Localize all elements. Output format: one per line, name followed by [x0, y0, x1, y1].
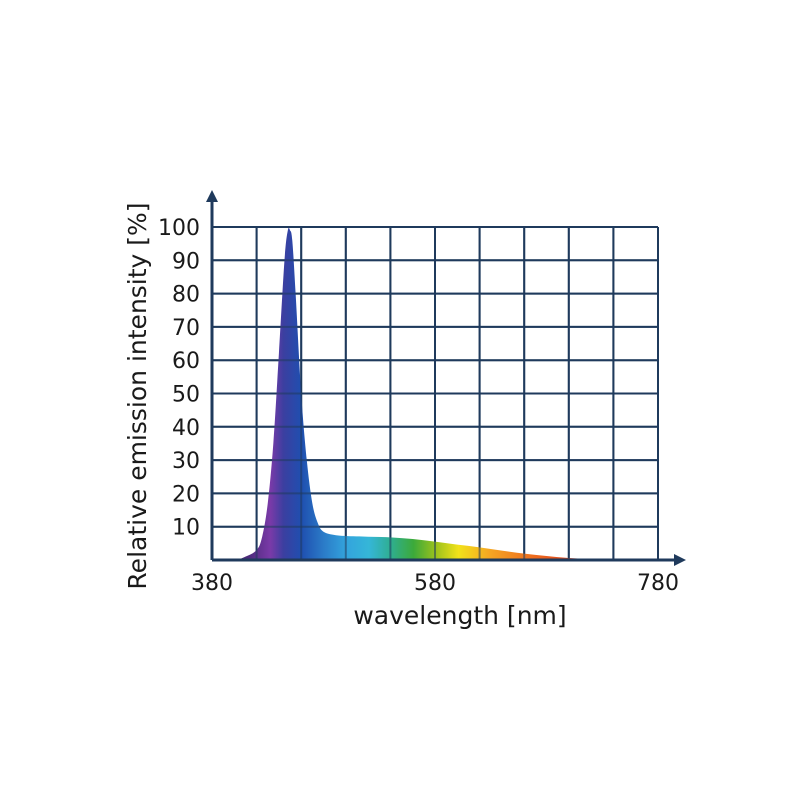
y-tick-label: 50	[172, 383, 200, 408]
y-tick-label: 100	[158, 216, 200, 241]
y-axis-title: Relative emission intensity [%]	[123, 202, 152, 589]
y-tick-label: 90	[172, 249, 200, 274]
x-axis-title: wavelength [nm]	[353, 601, 566, 630]
x-tick-label: 380	[191, 571, 233, 596]
spectrum-area	[212, 226, 659, 560]
y-tick-label: 30	[172, 449, 200, 474]
y-tick-label: 80	[172, 283, 200, 308]
x-axis-arrow	[674, 554, 686, 566]
x-tick-label: 780	[637, 571, 679, 596]
x-tick-label: 580	[414, 571, 456, 596]
y-axis-arrow	[206, 190, 218, 202]
y-tick-label: 60	[172, 349, 200, 374]
tick-labels: 10 20 30 40 50 60 70 80 90 100 380 580 780	[158, 216, 679, 596]
y-tick-label: 40	[172, 416, 200, 441]
y-tick-label: 70	[172, 316, 200, 341]
y-tick-label: 10	[172, 516, 200, 541]
axes	[206, 190, 686, 566]
y-tick-label: 20	[172, 482, 200, 507]
